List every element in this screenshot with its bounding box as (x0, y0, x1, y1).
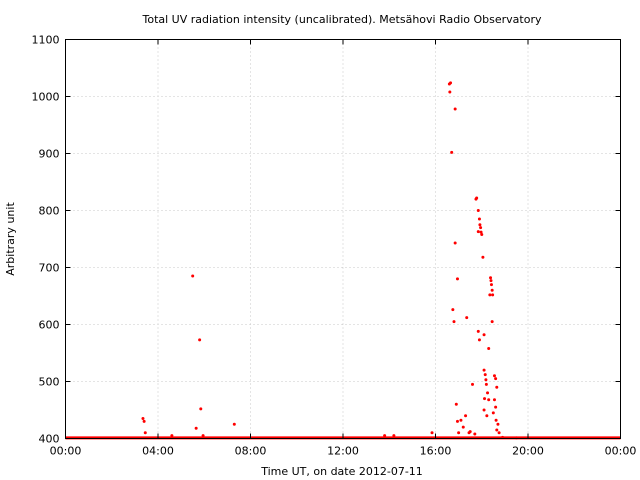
data-point (430, 431, 434, 435)
data-point (482, 408, 486, 412)
axis-ticks: 400 500 600 700 800 900 1000 1100 00:00 04:00 08:0… (32, 34, 637, 458)
data-point (191, 274, 195, 278)
data-point (232, 422, 236, 426)
data-point (475, 196, 479, 200)
data-point (479, 230, 483, 234)
data-point (477, 338, 481, 342)
data-point (170, 434, 174, 438)
data-point (489, 279, 493, 283)
data-point (482, 368, 486, 372)
data-point (496, 422, 500, 426)
data-point (495, 385, 499, 389)
data-point (486, 391, 490, 395)
data-point (465, 316, 469, 320)
data-point (495, 428, 499, 432)
data-point (459, 418, 463, 422)
data-point (451, 308, 455, 312)
data-point (491, 411, 495, 415)
data-point (141, 417, 145, 421)
x-tick-label: 00:00 (50, 445, 82, 458)
data-point (457, 431, 461, 435)
data-point (494, 405, 498, 409)
chart-title: Total UV radiation intensity (uncalibrat… (142, 13, 542, 26)
data-point (476, 230, 480, 234)
data-point (455, 419, 459, 423)
data-point (473, 432, 477, 436)
data-point (484, 382, 488, 386)
data-point (142, 419, 146, 423)
y-tick-label: 600 (39, 319, 60, 332)
data-point (476, 329, 480, 333)
data-point (477, 217, 481, 221)
data-point (483, 397, 487, 401)
data-point (490, 320, 494, 324)
x-tick-label: 20:00 (512, 445, 544, 458)
data-point (494, 418, 498, 422)
data-point (468, 430, 472, 434)
data-point (452, 320, 456, 324)
data-point (464, 414, 468, 418)
data-point (487, 346, 491, 350)
data-point (461, 425, 465, 429)
data-point (480, 232, 484, 236)
data-point (489, 283, 493, 287)
data-point (471, 382, 474, 386)
y-tick-label: 800 (39, 205, 60, 218)
data-point (482, 333, 486, 337)
data-point (492, 398, 496, 402)
y-tick-label: 1100 (32, 34, 60, 47)
y-axis-label: Arbitrary unit (4, 202, 17, 276)
data-point (492, 374, 496, 378)
data-point (448, 90, 452, 94)
data-point (201, 434, 205, 438)
data-point (489, 276, 493, 280)
x-tick-label: 08:00 (235, 445, 267, 458)
y-tick-label: 700 (39, 262, 60, 275)
y-tick-label: 900 (39, 148, 60, 161)
data-point (450, 150, 454, 154)
data-point (383, 434, 387, 438)
data-point (453, 107, 457, 111)
x-tick-label: 00:00 (605, 445, 637, 458)
data-point (143, 431, 147, 435)
data-point (490, 288, 494, 292)
data-point (483, 373, 487, 377)
x-tick-label: 04:00 (142, 445, 174, 458)
grid (65, 39, 621, 439)
data-point (449, 81, 453, 85)
data-point (453, 241, 457, 245)
data-point (455, 277, 459, 281)
data-point (198, 338, 202, 342)
plot-frame (65, 39, 621, 439)
data-point (491, 293, 495, 297)
y-tick-label: 400 (39, 433, 60, 446)
x-tick-label: 12:00 (327, 445, 359, 458)
data-point (454, 402, 458, 406)
data-point (497, 431, 501, 435)
data-point (478, 223, 482, 227)
data-point (487, 398, 491, 402)
data-point (194, 426, 198, 430)
x-axis-label: Time UT, on date 2012-07-11 (260, 465, 423, 478)
y-tick-label: 500 (39, 376, 60, 389)
data-point (481, 255, 485, 259)
data-point (392, 434, 396, 438)
data-point (488, 293, 492, 297)
data-point (494, 377, 498, 381)
data-point (199, 407, 203, 411)
data-point (479, 226, 483, 230)
data-points (141, 81, 518, 440)
y-tick-label: 1000 (32, 91, 60, 104)
x-tick-label: 16:00 (420, 445, 452, 458)
data-point (484, 378, 488, 382)
data-point (485, 414, 489, 418)
data-point (476, 209, 480, 212)
